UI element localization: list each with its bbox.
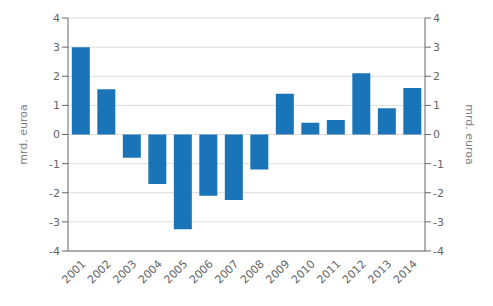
- svg-text:0: 0: [53, 128, 60, 141]
- svg-text:2004: 2004: [136, 257, 165, 286]
- svg-text:2010: 2010: [289, 257, 318, 286]
- svg-text:2009: 2009: [263, 257, 292, 286]
- svg-text:-3: -3: [49, 216, 60, 229]
- svg-text:-2: -2: [49, 187, 60, 200]
- svg-text:-4: -4: [433, 245, 444, 258]
- svg-text:2007: 2007: [212, 257, 241, 286]
- svg-text:2002: 2002: [85, 257, 114, 286]
- svg-text:1: 1: [53, 99, 60, 112]
- svg-text:0: 0: [433, 128, 440, 141]
- svg-text:2006: 2006: [187, 257, 216, 286]
- svg-text:1: 1: [433, 99, 440, 112]
- svg-text:2003: 2003: [110, 257, 139, 286]
- svg-text:-2: -2: [433, 187, 444, 200]
- svg-text:2: 2: [53, 70, 60, 83]
- svg-text:3: 3: [53, 41, 60, 54]
- svg-text:2013: 2013: [365, 257, 394, 286]
- svg-text:2008: 2008: [238, 257, 267, 286]
- svg-text:2012: 2012: [340, 257, 369, 286]
- svg-text:4: 4: [433, 12, 440, 25]
- svg-text:-1: -1: [49, 158, 60, 171]
- svg-text:2001: 2001: [59, 257, 88, 286]
- svg-text:2011: 2011: [314, 257, 343, 286]
- svg-text:2005: 2005: [161, 257, 190, 286]
- svg-text:-3: -3: [433, 216, 444, 229]
- svg-text:-1: -1: [433, 158, 444, 171]
- svg-text:2: 2: [433, 70, 440, 83]
- svg-text:3: 3: [433, 41, 440, 54]
- svg-text:mrd. euroa: mrd. euroa: [17, 104, 30, 165]
- svg-text:4: 4: [53, 12, 60, 25]
- svg-text:mrd. euroa: mrd. euroa: [463, 104, 476, 165]
- svg-text:-4: -4: [49, 245, 60, 258]
- svg-text:2014: 2014: [391, 257, 420, 286]
